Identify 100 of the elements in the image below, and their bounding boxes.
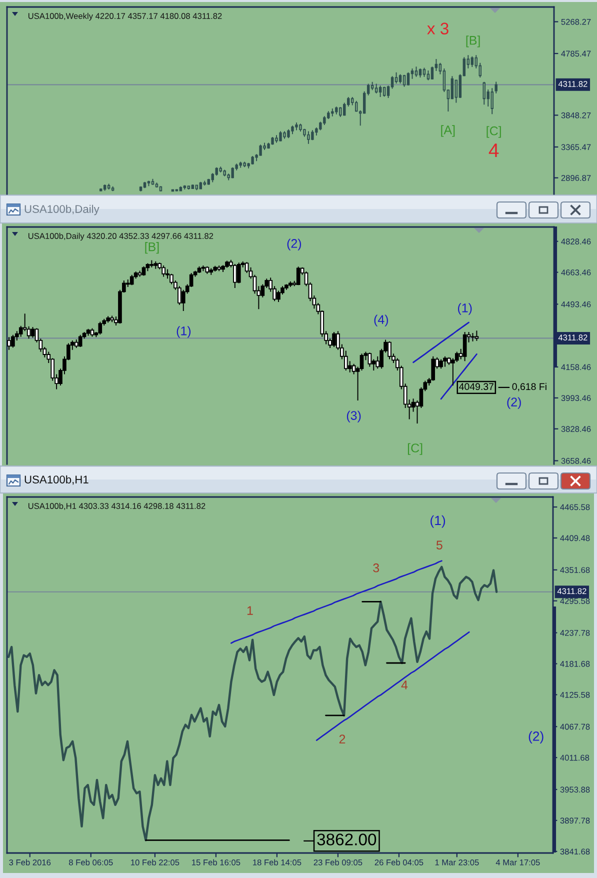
candlestick (398, 74, 402, 84)
candlestick (418, 68, 422, 78)
y-tick-label: 4181.68 (560, 660, 590, 667)
candlestick (332, 332, 336, 348)
y-tick-label: 4351.68 (560, 567, 590, 573)
annotation: [C] (408, 443, 422, 455)
candlestick (179, 186, 182, 192)
y-tick-label: 4158.46 (561, 364, 591, 370)
candlestick (7, 336, 11, 350)
line-series (230, 560, 442, 644)
candlestick (154, 260, 158, 270)
y-tick-label: 4409.48 (560, 535, 590, 542)
candlestick (231, 166, 234, 179)
candlestick (431, 356, 436, 382)
y-tick-label: 3953.88 (560, 786, 590, 793)
candlestick (159, 186, 162, 192)
annotation: (4) (374, 314, 388, 326)
annotation: [B] (466, 36, 480, 48)
annotation: [B] (145, 242, 159, 254)
candlestick (287, 128, 290, 139)
annotation: 2 (339, 734, 346, 744)
y-tick-label: 4067.78 (560, 724, 590, 730)
y-tick-label: 5268.27 (561, 18, 591, 25)
y-tick-label: 3658.46 (561, 458, 591, 464)
y-tick-label: 4493.46 (561, 301, 591, 308)
annotation: (3) (346, 410, 361, 422)
candlestick (494, 81, 498, 94)
x-tick-label: 4 Mar 17:05 (496, 859, 540, 866)
candlestick (151, 178, 154, 186)
y-tick-label: 3993.46 (561, 395, 591, 402)
candlestick (223, 169, 226, 177)
candlestick (138, 270, 142, 278)
y-tick-label: 3848.27 (561, 112, 591, 118)
y-tick-label: 4125.58 (560, 692, 590, 698)
candlestick (139, 186, 142, 192)
candlestick (382, 86, 386, 98)
candlestick (439, 358, 443, 370)
candlestick (171, 188, 174, 192)
candlestick (175, 188, 178, 192)
candlestick (111, 186, 114, 192)
annotation: 1 (247, 606, 253, 615)
text: USA100b,H1 4303.33 4314.16 4298.18 4311.82 (28, 502, 206, 510)
candlestick (422, 67, 426, 78)
candlestick (239, 161, 242, 168)
x-tick-label: 15 Feb 16:05 (192, 859, 240, 866)
candlestick (191, 184, 194, 190)
x-tick-label: 18 Feb 14:05 (253, 859, 302, 866)
candlestick (146, 262, 150, 272)
x-tick-label: 1 Mar 23:05 (435, 859, 479, 866)
candlestick (201, 264, 206, 272)
candlestick (155, 182, 158, 188)
candlestick (99, 188, 102, 192)
text: USA100b,Daily 4320.20 4352.33 4297.66 4311.82 (28, 232, 214, 241)
annotation: x 3 (427, 22, 448, 34)
candlestick (307, 130, 310, 144)
ref-line-label: 4311.82 (558, 81, 588, 87)
annotation: 4049.37 (459, 383, 494, 390)
candlestick (462, 332, 467, 362)
candlestick (470, 332, 475, 342)
chart-title: USA100b,H1 (24, 475, 88, 485)
candlestick (490, 88, 494, 115)
candlestick (130, 274, 134, 286)
candlestick (225, 260, 229, 268)
x-tick-label: 8 Feb 06:05 (69, 859, 113, 866)
candlestick (199, 181, 202, 190)
candlestick (402, 74, 406, 88)
y-tick-label: 4828.46 (561, 238, 591, 244)
candlestick (470, 56, 474, 68)
text: USA100b,Weekly 4220.17 4357.17 4180.08 4311.82 (28, 12, 222, 21)
candlestick (388, 340, 392, 360)
y-tick-label: 4011.68 (560, 754, 590, 761)
y-tick-label: 4237.78 (560, 630, 590, 636)
candlestick (106, 316, 110, 324)
candlestick (335, 106, 338, 115)
y-tick-label: 2896.87 (561, 175, 591, 181)
x-tick-label: 10 Feb 22:05 (131, 859, 180, 866)
y-tick-label: 4295.58 (560, 598, 590, 604)
candlestick (30, 326, 35, 338)
annotation: 3862.00 (317, 834, 376, 846)
x-tick-label: 23 Feb 09:05 (314, 859, 362, 866)
candlestick (283, 130, 286, 140)
candlestick (374, 83, 378, 94)
annotation: (1) (176, 326, 191, 338)
candlestick (443, 356, 447, 368)
candlestick (378, 85, 382, 98)
annotation: 3 (373, 563, 380, 572)
candlestick (233, 263, 237, 288)
chart-title: USA100b,Daily (24, 204, 100, 216)
y-tick-label: 3828.46 (561, 426, 591, 432)
candlestick (406, 72, 410, 86)
candlestick (197, 266, 202, 274)
candlestick (205, 266, 210, 274)
candlestick (331, 108, 334, 117)
candlestick (251, 156, 254, 165)
candlestick (74, 339, 78, 348)
candlestick (183, 184, 186, 190)
annotation: 4 (488, 144, 499, 157)
candlestick (219, 166, 222, 173)
annotation: 0,618 Fi (512, 382, 546, 392)
candlestick (243, 161, 246, 168)
